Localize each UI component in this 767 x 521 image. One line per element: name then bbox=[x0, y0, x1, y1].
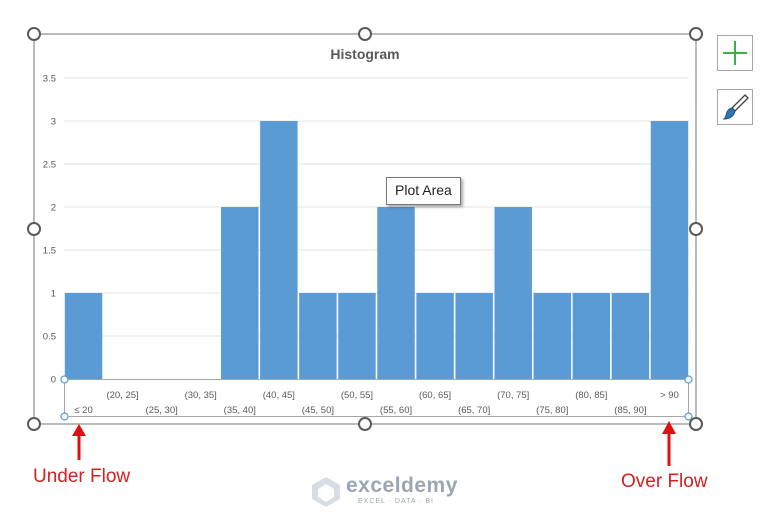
x-tick-label: ≤ 20 bbox=[74, 405, 92, 416]
y-tick-label: 1.5 bbox=[43, 246, 56, 257]
watermark-logo-icon bbox=[312, 477, 340, 507]
resize-handle-bottom-right bbox=[689, 417, 703, 431]
plot-area-tooltip: Plot Area bbox=[386, 177, 461, 205]
x-tick-label: (45, 50] bbox=[302, 405, 334, 416]
resize-handle-right bbox=[689, 222, 703, 236]
paintbrush-icon bbox=[722, 94, 749, 120]
chart-title: Histogram bbox=[330, 46, 399, 62]
y-axis: 0 0.5 1 1.5 2 2.5 3 3.5 bbox=[43, 74, 56, 386]
watermark-name: exceldemy bbox=[346, 474, 458, 497]
histogram-bar[interactable] bbox=[64, 293, 103, 379]
y-tick-label: 2 bbox=[51, 203, 56, 214]
chart-styles-button[interactable] bbox=[717, 89, 753, 125]
x-tick-label: (40, 45] bbox=[263, 390, 295, 401]
plus-icon bbox=[723, 41, 747, 65]
resize-handle-left bbox=[27, 222, 41, 236]
x-tick-label: (80, 85] bbox=[575, 390, 607, 401]
histogram-bar[interactable] bbox=[338, 293, 376, 379]
x-tick-label: (85, 90] bbox=[614, 405, 646, 416]
over-flow-arrow bbox=[662, 421, 676, 466]
resize-handle-bottom bbox=[358, 417, 372, 431]
x-axis-selection[interactable] bbox=[64, 379, 689, 417]
resize-handles[interactable] bbox=[27, 27, 703, 431]
x-tick-label: (65, 70] bbox=[458, 405, 490, 416]
y-tick-label: 0 bbox=[51, 375, 56, 386]
histogram-bar[interactable] bbox=[377, 207, 415, 379]
x-tick-label: (60, 65] bbox=[419, 390, 451, 401]
x-tick-label: > 90 bbox=[660, 390, 679, 401]
x-tick-label: (35, 40] bbox=[224, 405, 256, 416]
x-tick-label: (25, 30] bbox=[146, 405, 178, 416]
y-tick-label: 3 bbox=[51, 117, 56, 128]
over-flow-label: Over Flow bbox=[621, 471, 708, 492]
y-tick-label: 0.5 bbox=[43, 332, 56, 343]
x-tick-label: (75, 80] bbox=[536, 405, 568, 416]
x-tick-label: (20, 25] bbox=[106, 390, 138, 401]
histogram-bar[interactable] bbox=[455, 293, 493, 379]
resize-handle-bottom-left bbox=[27, 417, 41, 431]
histogram-bar[interactable] bbox=[494, 207, 532, 379]
histogram-bar[interactable] bbox=[416, 293, 454, 379]
histogram-bar[interactable] bbox=[650, 121, 689, 379]
histogram-bars bbox=[64, 121, 689, 379]
histogram-bar[interactable] bbox=[611, 293, 650, 379]
x-axis: ≤ 20 (20, 25] (25, 30] (30, 35] (35, 40] (40,… bbox=[74, 390, 679, 416]
y-tick-label: 3.5 bbox=[43, 74, 56, 85]
histogram-bar[interactable] bbox=[533, 293, 572, 379]
chart-elements-button[interactable] bbox=[717, 35, 753, 71]
x-tick-label: (30, 35] bbox=[185, 390, 217, 401]
resize-handle-top bbox=[358, 27, 372, 41]
under-flow-arrow bbox=[72, 424, 86, 460]
watermark-tagline: EXCEL · DATA · BI bbox=[358, 498, 434, 505]
resize-handle-top-left bbox=[27, 27, 41, 41]
x-tick-label: (55, 60] bbox=[380, 405, 412, 416]
axis-selection-handles[interactable] bbox=[60, 375, 693, 421]
resize-handle-top-right bbox=[689, 27, 703, 41]
histogram-bar[interactable] bbox=[572, 293, 611, 379]
under-flow-label: Under Flow bbox=[33, 466, 131, 487]
histogram-bar[interactable] bbox=[260, 121, 298, 379]
x-tick-label: (70, 75] bbox=[497, 390, 529, 401]
x-tick-label: (50, 55] bbox=[341, 390, 373, 401]
y-tick-label: 1 bbox=[51, 289, 56, 300]
y-tick-label: 2.5 bbox=[43, 160, 56, 171]
histogram-bar[interactable] bbox=[299, 293, 337, 379]
histogram-bar[interactable] bbox=[221, 207, 259, 379]
